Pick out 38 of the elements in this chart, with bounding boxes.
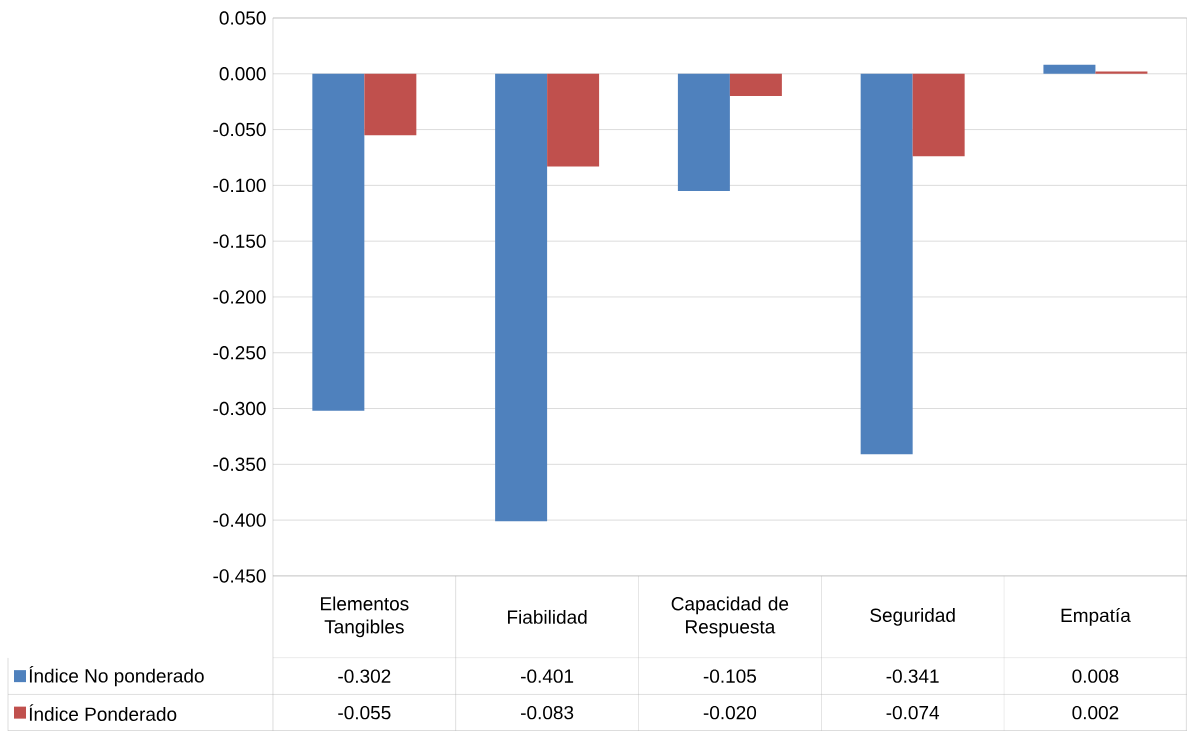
data-label: -0.302	[338, 669, 391, 683]
data-label: 0.008	[1072, 669, 1119, 683]
y-tick-label: -0.250	[213, 345, 266, 360]
bar	[364, 73, 417, 136]
x-tick-label: Capacidad de Respuesta	[671, 596, 789, 638]
data-label: -0.083	[521, 705, 574, 720]
y-tick-label: -0.050	[213, 122, 266, 137]
x-tick-label: Seguridad	[870, 608, 955, 626]
y-tick-label: -0.300	[213, 401, 266, 416]
x-tick-label: Fiabilidad	[508, 609, 587, 624]
data-label: -0.341	[886, 669, 939, 683]
y-tick-label: 0.000	[219, 67, 266, 81]
bar	[495, 73, 548, 522]
y-tick-label: -0.200	[213, 290, 266, 304]
legend-label: Índice Ponderado	[29, 704, 177, 721]
y-tick-label: -0.400	[213, 513, 266, 527]
bar	[1043, 64, 1096, 74]
y-tick-label: -0.450	[213, 569, 266, 583]
bar	[860, 73, 913, 455]
y-tick-label: -0.100	[213, 178, 266, 193]
data-label: -0.074	[886, 705, 940, 720]
data-label: -0.401	[521, 669, 574, 683]
bar	[1095, 71, 1148, 74]
y-tick-label: -0.350	[213, 457, 266, 472]
data-label: -0.055	[338, 705, 391, 720]
bar	[312, 73, 365, 411]
data-label: -0.020	[703, 705, 757, 720]
y-tick-label: -0.150	[213, 234, 266, 248]
data-label: 0.002	[1072, 705, 1119, 720]
bar	[547, 73, 600, 167]
legend-label: Índice No ponderado	[29, 665, 204, 687]
data-label: -0.105	[703, 669, 757, 683]
y-tick-label: 0.050	[219, 11, 266, 25]
bar	[729, 73, 782, 97]
x-tick-label: Empatía	[1061, 607, 1131, 626]
bar	[677, 73, 730, 191]
x-tick-label: Elementos Tangibles	[321, 596, 409, 638]
bar	[912, 73, 965, 157]
